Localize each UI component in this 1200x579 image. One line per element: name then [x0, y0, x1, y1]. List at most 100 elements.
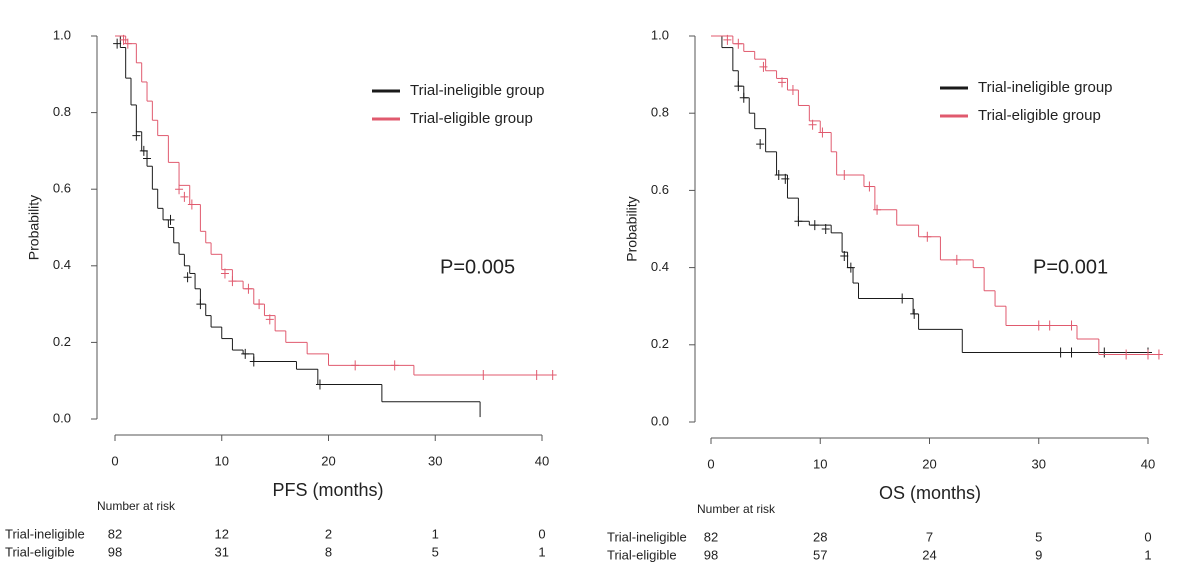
censor-mark: [840, 169, 849, 180]
risk-table-title: Number at risk: [697, 502, 776, 516]
censor-mark: [734, 38, 743, 49]
censor-mark: [788, 85, 797, 96]
censor-mark: [898, 293, 907, 304]
y-axis-title: Probability: [624, 196, 640, 261]
risk-count: 1: [538, 544, 545, 559]
censor-mark: [139, 145, 148, 156]
censor-mark: [734, 81, 743, 92]
censor-mark: [1045, 320, 1054, 331]
x-tick-label: 10: [215, 453, 229, 468]
censor-mark: [113, 38, 122, 49]
censor-mark: [794, 216, 803, 227]
risk-count: 98: [704, 547, 718, 562]
p-value: P=0.001: [1033, 256, 1108, 278]
y-tick-label: 0.2: [53, 334, 71, 349]
censor-mark: [479, 369, 488, 380]
censor-mark: [196, 299, 205, 310]
risk-count: 82: [108, 526, 122, 541]
x-tick-label: 10: [813, 456, 827, 471]
censor-mark: [1154, 349, 1163, 360]
x-tick-label: 0: [111, 453, 118, 468]
censor-mark: [175, 184, 184, 195]
risk-count: 12: [215, 526, 229, 541]
legend-label: Trial-ineligible group: [410, 82, 545, 99]
x-axis-title: OS (months): [879, 483, 981, 503]
y-tick-label: 0.8: [53, 104, 71, 119]
censor-mark: [143, 153, 152, 164]
risk-count: 7: [926, 529, 933, 544]
risk-count: 0: [1144, 529, 1151, 544]
censor-mark: [180, 191, 189, 202]
x-axis-title: PFS (months): [272, 480, 383, 500]
censor-mark: [228, 276, 237, 287]
censor-mark: [923, 231, 932, 242]
censor-mark: [1122, 349, 1131, 360]
censor-mark: [1056, 347, 1065, 358]
legend-label: Trial-ineligible group: [978, 79, 1113, 96]
censor-mark: [840, 251, 849, 262]
risk-count: 5: [1035, 529, 1042, 544]
y-tick-label: 0.4: [651, 259, 669, 274]
y-tick-label: 0.0: [651, 413, 669, 428]
y-tick-label: 0.8: [651, 105, 669, 120]
legend-label: Trial-eligible group: [410, 110, 533, 127]
risk-count: 24: [922, 547, 936, 562]
censor-mark: [390, 360, 399, 371]
risk-count: 1: [432, 526, 439, 541]
risk-count: 31: [215, 544, 229, 559]
risk-count: 82: [704, 529, 718, 544]
censor-mark: [756, 139, 765, 150]
censor-mark: [774, 169, 783, 180]
censor-mark: [778, 77, 787, 88]
censor-mark: [119, 34, 128, 45]
risk-count: 28: [813, 529, 827, 544]
censor-mark: [183, 272, 192, 283]
x-tick-label: 20: [321, 453, 335, 468]
censor-mark: [351, 360, 360, 371]
x-tick-label: 30: [428, 453, 442, 468]
legend-label: Trial-eligible group: [978, 107, 1101, 124]
y-tick-label: 0.6: [53, 181, 71, 196]
risk-row-label: Trial-eligible: [5, 544, 75, 559]
y-tick-label: 1.0: [53, 27, 71, 42]
risk-count: 57: [813, 547, 827, 562]
censor-mark: [244, 283, 253, 294]
risk-row-label: Trial-ineligible: [607, 529, 687, 544]
censor-mark: [548, 369, 557, 380]
censor-mark: [1034, 320, 1043, 331]
censor-mark: [1067, 320, 1076, 331]
censor-mark: [187, 199, 196, 210]
censor-mark: [808, 119, 817, 130]
y-axis-title: Probability: [26, 195, 42, 260]
censor-mark: [810, 220, 819, 231]
censor-mark: [739, 92, 748, 103]
x-tick-label: 30: [1032, 456, 1046, 471]
x-tick-label: 20: [922, 456, 936, 471]
censor-mark: [265, 314, 274, 325]
censor-mark: [1144, 349, 1152, 360]
censor-mark: [818, 127, 827, 138]
y-tick-label: 0.6: [651, 182, 669, 197]
risk-count: 1: [1144, 547, 1151, 562]
risk-count: 5: [432, 544, 439, 559]
y-tick-label: 1.0: [651, 27, 669, 42]
censor-mark: [910, 308, 919, 319]
x-tick-label: 0: [707, 456, 714, 471]
censor-mark: [249, 356, 258, 367]
censor-mark: [1067, 347, 1076, 358]
y-tick-label: 0.4: [53, 257, 71, 272]
censor-mark: [821, 224, 830, 234]
risk-table-title: Number at risk: [97, 499, 176, 513]
censor-mark: [255, 299, 264, 310]
censor-mark: [846, 262, 855, 273]
censor-mark: [759, 61, 768, 72]
censor-mark: [865, 181, 874, 192]
censor-mark: [166, 214, 175, 225]
risk-count: 2: [325, 526, 332, 541]
censor-mark: [241, 348, 250, 359]
censor-mark: [315, 379, 324, 390]
censor-mark: [723, 34, 732, 45]
risk-row-label: Trial-ineligible: [5, 526, 85, 541]
y-tick-label: 0.2: [651, 336, 669, 351]
